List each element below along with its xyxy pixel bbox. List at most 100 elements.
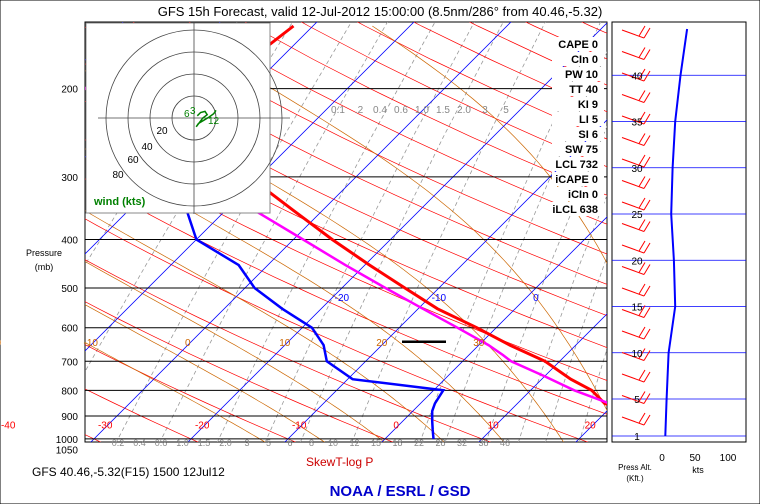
hodograph-trace xyxy=(195,109,217,128)
wind-barb-flag xyxy=(643,70,651,82)
mixing-ratio-label: 3 xyxy=(244,438,249,448)
wind-barb-flag xyxy=(643,92,651,103)
wind-barb-flag xyxy=(638,68,646,80)
wind-barb-flag xyxy=(638,326,646,338)
index-ilcl: iLCL 638 xyxy=(552,204,598,216)
isotherm-label: -30 xyxy=(98,421,113,432)
mixing-ratio-label: 0.6 xyxy=(155,438,168,448)
pressure-tick-label: 600 xyxy=(61,324,78,335)
mixing-ratio-label: 46 xyxy=(500,438,510,448)
wind-alt-label: Press Alt. xyxy=(618,463,652,472)
index-bg xyxy=(552,37,604,51)
wind-barb-flag xyxy=(638,90,646,101)
pressure-tick-label: 1050 xyxy=(56,446,79,457)
hodograph-ring-label: 80 xyxy=(112,170,124,181)
stability-indices: CAPE 0 CIn 0 PW 10 TT 40 KI 9 LI 5 SI 6 SW 75 LC… xyxy=(552,37,604,216)
mixing-ratio-label: 1.0 xyxy=(176,438,189,448)
mixing-ratio-label: 1.5 xyxy=(198,438,211,448)
mixing-ratio-label: 1.5 xyxy=(436,105,450,116)
index-bg xyxy=(552,202,604,216)
wind-barb-flag xyxy=(638,369,646,381)
wind-barb-flag xyxy=(638,219,646,230)
wind-barb-staff xyxy=(621,244,645,254)
wind-speed-line xyxy=(664,28,689,437)
pressure-tick-label: 500 xyxy=(61,284,78,295)
hodograph-point-label: 3 xyxy=(190,106,196,117)
index-bg xyxy=(552,97,604,111)
wind-alt-tick: 35 xyxy=(631,118,643,129)
mixing-ratio-label: 0.6 xyxy=(394,105,408,116)
index-bg xyxy=(552,82,604,96)
wind-barb-flag xyxy=(643,156,651,168)
wind-alt-tick: 15 xyxy=(631,303,643,314)
index-lcl: LCL 732 xyxy=(555,159,598,171)
mixing-ratio-line xyxy=(264,22,475,442)
index-sw: SW 75 xyxy=(565,144,598,156)
wind-barb-flag xyxy=(643,350,651,361)
wind-panel-grid xyxy=(612,74,746,437)
index-bg xyxy=(552,142,604,156)
wind-barb-flag xyxy=(638,47,646,58)
wind-barb-flag xyxy=(638,283,646,295)
wind-barb-staff xyxy=(621,137,645,146)
mixing-ratio-label: 10 xyxy=(328,438,338,448)
wind-barb-flag xyxy=(643,221,651,232)
theta-label: 30 xyxy=(473,338,485,349)
isotherm-label: 0 xyxy=(533,293,539,304)
wind-barb-staff xyxy=(621,115,645,125)
dry-adiabat-line xyxy=(85,218,589,442)
index-bg xyxy=(552,172,604,186)
isotherm-label: -40 xyxy=(1,421,16,432)
index-icape: iCAPE 0 xyxy=(555,174,598,186)
wind-barb-staff xyxy=(621,416,645,426)
wind-barb-flag xyxy=(643,135,651,146)
pressure-tick-label: 400 xyxy=(61,235,78,246)
wind-alt-tick: 10 xyxy=(631,349,643,360)
wind-barb-flag xyxy=(643,414,651,426)
mixing-ratio-label: 0.2 xyxy=(112,438,125,448)
isotherm-label: 0 xyxy=(393,421,399,432)
pressure-tick-label: 700 xyxy=(61,357,78,368)
index-li: LI 5 xyxy=(579,114,598,126)
isotherm-label: -10 xyxy=(432,293,447,304)
wind-barb-flag xyxy=(638,305,646,316)
wind-alt-tick: 1 xyxy=(634,432,640,443)
wind-barbs xyxy=(621,25,651,426)
index-pw: PW 10 xyxy=(565,69,598,81)
wind-alt-tick: 5 xyxy=(634,395,640,406)
mixing-ratio-line xyxy=(115,22,352,442)
wind-barb-staff xyxy=(621,29,645,39)
wind-barb-staff xyxy=(621,309,645,318)
mixing-ratio-label: 1.0 xyxy=(415,105,429,116)
wind-barb-flag xyxy=(638,240,646,252)
index-bg xyxy=(552,187,604,201)
mixing-ratio-label: 3 xyxy=(482,105,488,116)
y-axis-unit: (mb) xyxy=(35,262,54,272)
hodograph-point-label: 12 xyxy=(208,116,220,127)
dry-adiabat-line xyxy=(85,178,607,415)
mixing-ratio-label: 28 xyxy=(435,438,445,448)
mixing-ratio-label: 0.4 xyxy=(133,438,146,448)
wind-barb-staff xyxy=(621,395,645,404)
pressure-tick-label: 1000 xyxy=(56,435,79,446)
index-si: SI 6 xyxy=(578,129,598,141)
mixing-ratio-label: 38 xyxy=(478,438,488,448)
wind-barb-staff xyxy=(621,287,645,297)
wind-speed-tick: 0 xyxy=(659,453,665,464)
isotherm-label: 20 xyxy=(585,421,597,432)
wind-barb-flag xyxy=(643,178,651,189)
isotherm-line xyxy=(478,313,607,442)
mixing-ratio-label: 8 xyxy=(309,438,314,448)
wind-barb-flag xyxy=(638,348,646,359)
wind-barb-flag xyxy=(638,197,646,209)
isotherm-line xyxy=(187,22,607,442)
mixing-ratio-label: 18 xyxy=(392,438,402,448)
index-bg xyxy=(552,157,604,171)
index-bg xyxy=(552,127,604,141)
index-bg xyxy=(552,52,604,66)
y-axis-label: Pressure xyxy=(26,248,62,258)
